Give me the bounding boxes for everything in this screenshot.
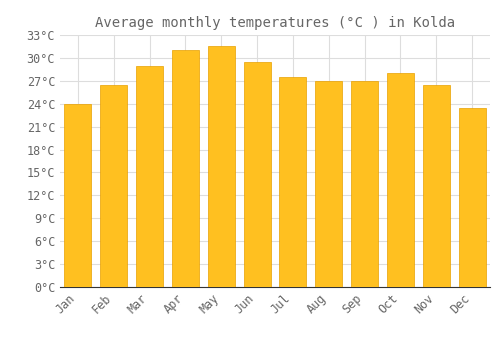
Bar	[458, 107, 485, 287]
Bar	[100, 85, 127, 287]
Bar	[387, 73, 414, 287]
Bar	[208, 47, 234, 287]
Bar	[172, 50, 199, 287]
Title: Average monthly temperatures (°C ) in Kolda: Average monthly temperatures (°C ) in Ko…	[95, 16, 455, 30]
Bar	[244, 62, 270, 287]
Bar	[64, 104, 92, 287]
Bar	[351, 81, 378, 287]
Bar	[136, 65, 163, 287]
Bar	[316, 81, 342, 287]
Bar	[423, 85, 450, 287]
Bar	[280, 77, 306, 287]
